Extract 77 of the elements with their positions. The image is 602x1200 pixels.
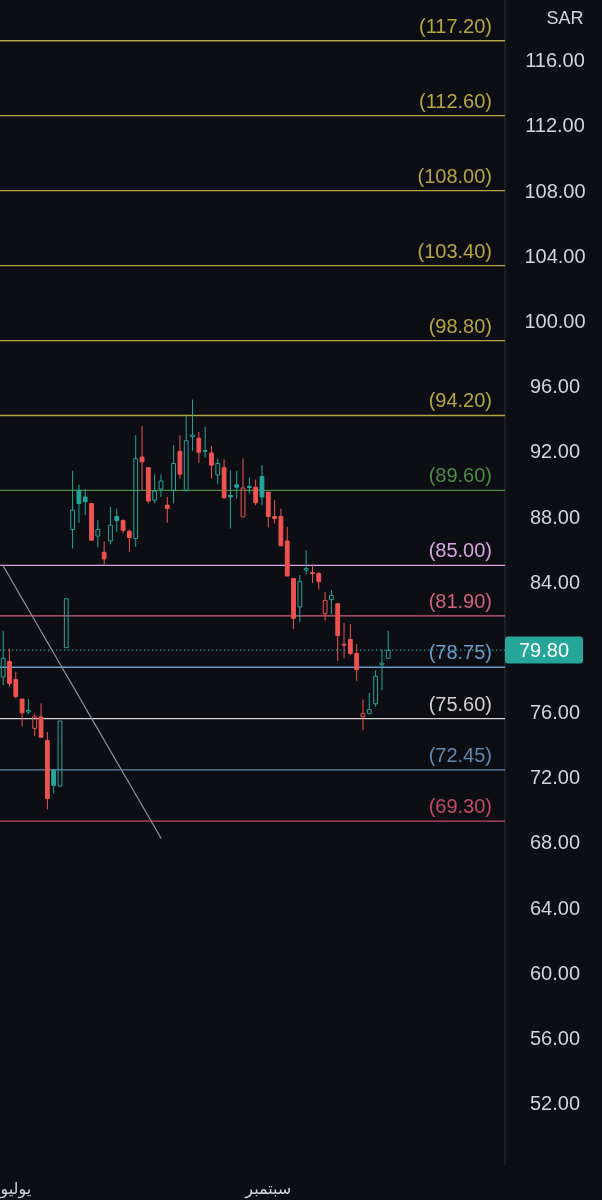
- candlestick: [246, 477, 252, 495]
- ref-line-label: (117.20): [418, 14, 492, 37]
- candlestick: [253, 479, 259, 506]
- ref-line-label: (72.45): [428, 743, 492, 766]
- candlestick: [221, 458, 227, 500]
- y-tick-label: 68.00: [529, 831, 581, 854]
- y-tick-label: 52.00: [529, 1092, 581, 1115]
- candlestick: [44, 731, 50, 810]
- y-tick-label: 84.00: [529, 570, 581, 593]
- y-tick-label: 112.00: [525, 114, 585, 137]
- y-tick-label: 108.00: [524, 179, 586, 202]
- candlestick: [120, 518, 126, 534]
- candlestick: [152, 473, 158, 504]
- ref-line-label: (81.90): [428, 589, 492, 612]
- candlestick: [202, 426, 208, 459]
- y-tick-label: 96.00: [529, 375, 581, 398]
- ref-line-label: (78.75): [428, 641, 492, 664]
- candlestick: [329, 589, 334, 615]
- candlestick: [234, 470, 240, 500]
- candlestick: [360, 698, 366, 731]
- candlestick: [228, 469, 233, 530]
- y-tick-label: 104.00: [524, 244, 586, 267]
- candlestick: [89, 502, 94, 542]
- y-tick-label: 60.00: [529, 961, 581, 984]
- ref-line-label: (112.60): [418, 89, 492, 112]
- candlestick: [114, 508, 120, 533]
- candlestick: [303, 549, 309, 576]
- ref-line-label: (98.80): [428, 314, 492, 337]
- x-tick-label: يوليو: [0, 1178, 32, 1199]
- candlestick: [259, 464, 265, 506]
- candlestick: [164, 496, 170, 524]
- candlestick: [215, 458, 221, 485]
- candlestick: [133, 434, 139, 548]
- line-series: [2, 565, 162, 839]
- ref-line-label: (75.60): [428, 692, 492, 715]
- candlestick: [171, 444, 176, 504]
- candlestick: [373, 669, 378, 708]
- candlestick: [291, 577, 296, 630]
- candlestick: [240, 458, 246, 518]
- y-tick-label: 92.00: [529, 440, 581, 463]
- y-axis-title: SAR: [546, 8, 584, 28]
- ref-line-label: (94.20): [428, 389, 492, 412]
- candlestick: [209, 445, 214, 480]
- ref-line-label: (89.60): [428, 464, 492, 487]
- ref-line-label: (103.40): [417, 239, 492, 262]
- candlestick: [19, 698, 25, 727]
- y-tick-label: 64.00: [529, 896, 581, 919]
- candlestick: [177, 434, 183, 480]
- ref-line-label: (85.00): [428, 539, 492, 562]
- candlestick: [108, 506, 113, 545]
- candlestick: [158, 473, 164, 498]
- candlestick: [145, 467, 151, 504]
- candlestick: [70, 470, 75, 549]
- ref-line-label: (108.00): [417, 164, 492, 187]
- ref-line-label: 79.80: [518, 639, 570, 662]
- candlestick: [82, 488, 88, 516]
- candlestick: [26, 698, 31, 715]
- candlestick: [284, 526, 290, 577]
- candlestick: [366, 692, 372, 715]
- candlestick: [95, 519, 101, 548]
- candlestick: [335, 603, 341, 662]
- candlestick: [101, 540, 107, 566]
- candlestick: [196, 431, 202, 464]
- ref-line-label: (69.30): [428, 795, 492, 818]
- y-tick-label: 116.00: [525, 49, 585, 72]
- y-tick-label: 72.00: [529, 766, 581, 789]
- candlestick: [190, 399, 195, 452]
- y-tick-label: 100.00: [524, 309, 586, 332]
- y-tick-label: 56.00: [529, 1026, 581, 1049]
- candlestick: [127, 529, 132, 553]
- y-tick-label: 88.00: [529, 505, 581, 528]
- candlestick: [297, 574, 303, 623]
- candlestick: [183, 413, 189, 493]
- candlestick: [139, 425, 145, 491]
- x-tick-label: سبتمبر: [244, 1178, 292, 1199]
- y-tick-label: 76.00: [529, 701, 581, 724]
- candlestick: [76, 484, 82, 524]
